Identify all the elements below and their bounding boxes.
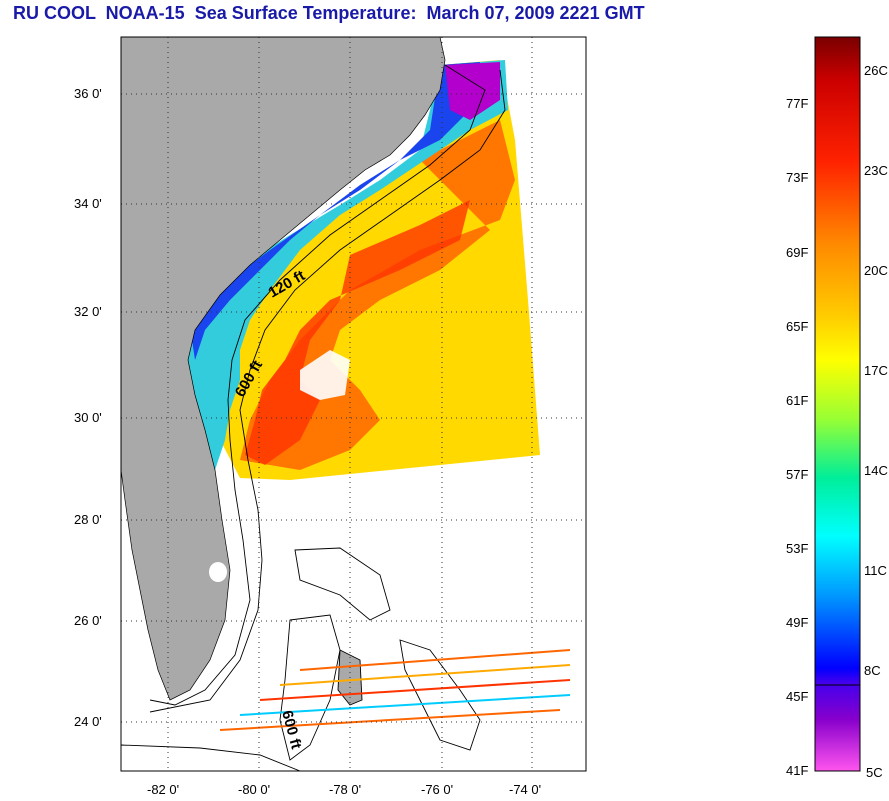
colorbar-c-26: 26C [864, 63, 888, 78]
colorbar-f-49: 49F [786, 615, 809, 630]
gulf-stream-core [245, 200, 470, 465]
colorbar-c-11: 11C [864, 563, 887, 578]
colorbar-c-14: 14C [864, 463, 888, 478]
lon-label-76: -76 0' [421, 782, 454, 797]
cloud-gap [300, 350, 350, 400]
bahamas-exumas [399, 639, 481, 751]
colorbar-f-53: 53F [786, 541, 809, 556]
cuba-coast [121, 744, 301, 771]
lat-label-28: 28 0' [74, 512, 102, 527]
colorbar-f-57: 57F [786, 467, 809, 482]
colorbar-c-20: 20C [864, 263, 888, 278]
land-mass-us-southeast [121, 37, 446, 701]
colorbar-f-65: 65F [786, 319, 809, 334]
lon-label-80: -80 0' [238, 782, 271, 797]
bahamas-andros [279, 614, 341, 761]
lon-label-78: -78 0' [329, 782, 362, 797]
southern-swath-streaks [219, 649, 571, 731]
colorbar-c-5: 5C [866, 765, 883, 780]
contour-120ft [149, 64, 486, 706]
colorbar-c-8: 8C [864, 663, 881, 678]
colorbar-f-45: 45F [786, 689, 809, 704]
colorbar-f-69: 69F [786, 245, 809, 260]
colorbar [814, 36, 861, 772]
pamlico-purple-water [445, 62, 500, 120]
lat-label-36: 36 0' [74, 86, 102, 101]
lat-label-32: 32 0' [74, 304, 102, 319]
map-frame [120, 36, 587, 772]
map-title: RU COOL NOAA-15 Sea Surface Temperature:… [13, 3, 645, 23]
colorbar-f-77: 77F [786, 96, 809, 111]
colorbar-f-41: 41F [786, 763, 809, 778]
lat-label-34: 34 0' [74, 196, 102, 211]
contour-600ft [149, 69, 506, 713]
lat-label-30: 30 0' [74, 410, 102, 425]
colorbar-f-61: 61F [786, 393, 809, 408]
colorbar-c-23: 23C [864, 163, 888, 178]
lat-label-26: 26 0' [74, 613, 102, 628]
lake-okeechobee [209, 562, 227, 582]
bahamas-grand-bahama [294, 547, 391, 621]
lon-label-82: -82 0' [147, 782, 180, 797]
colorbar-c-17: 17C [864, 363, 888, 378]
map-area: 120 ft 600 ft 600 ft [121, 37, 586, 771]
colorbar-f-73: 73F [786, 170, 809, 185]
lat-label-24: 24 0' [74, 714, 102, 729]
lon-label-74: -74 0' [509, 782, 542, 797]
